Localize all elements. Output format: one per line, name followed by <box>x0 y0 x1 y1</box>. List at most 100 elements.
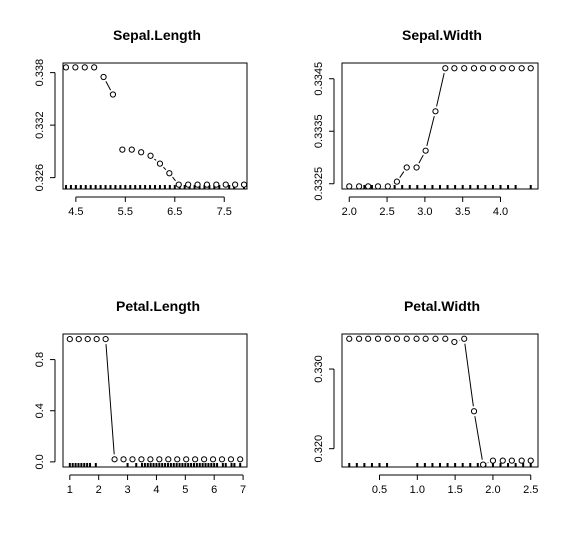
series-segment <box>418 154 424 164</box>
x-tick-label: 7 <box>240 484 246 496</box>
data-point <box>346 183 353 190</box>
data-point <box>111 456 118 463</box>
y-tick-label: 0.4 <box>34 403 46 418</box>
data-point <box>403 335 410 342</box>
y-tick-label: 0.3345 <box>313 62 325 96</box>
data-point <box>432 335 439 342</box>
series-segment <box>172 176 176 182</box>
panel-petal-width: Petal.Width 0.5 1.0 1.5 2.0 2.5 0.320 0.330 <box>313 298 539 496</box>
data-point <box>91 64 98 71</box>
x-tick-label: 2.0 <box>485 484 500 496</box>
data-point <box>355 335 363 342</box>
data-point <box>75 336 82 343</box>
x-tick-label: 1.5 <box>447 484 462 496</box>
series-segment <box>163 166 167 171</box>
data-point <box>470 65 478 72</box>
data-point <box>355 183 363 190</box>
x-tick-label: 3.0 <box>417 206 432 218</box>
x-tick-label: 4 <box>153 484 159 496</box>
data-point <box>384 183 391 190</box>
data-point <box>185 181 192 188</box>
data-point <box>81 64 88 71</box>
data-point <box>432 108 439 115</box>
data-point <box>156 160 164 167</box>
data-point <box>422 147 429 154</box>
panel-title: Sepal.Width <box>402 27 482 43</box>
data-point <box>489 65 497 72</box>
series-segment <box>105 81 112 91</box>
data-point <box>166 170 173 177</box>
data-point <box>442 65 449 72</box>
series-segment <box>474 416 483 460</box>
plot-frame <box>341 62 539 190</box>
series-segment <box>105 344 115 455</box>
data-point <box>175 181 182 188</box>
data-point <box>93 336 100 343</box>
series-segment <box>464 343 474 407</box>
data-point <box>403 164 410 171</box>
data-point <box>218 456 226 463</box>
data-point <box>508 65 515 72</box>
data-point <box>129 456 136 463</box>
data-point <box>365 335 372 342</box>
data-point <box>508 457 515 464</box>
data-point <box>240 181 248 188</box>
data-point <box>413 164 420 171</box>
data-point <box>374 183 382 190</box>
series-segment <box>426 116 435 146</box>
data-point <box>203 181 211 188</box>
data-point <box>165 456 172 463</box>
series-segment <box>154 158 157 161</box>
panel-petal-length: Petal.Length 1 2 3 4 5 6 7 0.0 0.4 0.8 <box>34 298 248 496</box>
data-point <box>499 65 506 72</box>
x-tick-label: 4.5 <box>68 206 83 218</box>
data-point <box>413 335 420 342</box>
panel-sepal-width: Sepal.Width 2.0 2.5 3.0 3.5 4.0 0.3325 0.3335 0… <box>313 27 539 218</box>
data-point <box>120 456 127 463</box>
data-point <box>451 65 458 72</box>
data-point <box>451 338 458 346</box>
y-tick-label: 0.3325 <box>313 167 325 201</box>
data-point <box>489 457 497 464</box>
y-tick-label: 0.8 <box>34 352 46 367</box>
x-tick-label: 7.5 <box>217 206 232 218</box>
data-point <box>499 457 506 464</box>
data-point <box>346 335 353 342</box>
data-point <box>119 146 126 153</box>
data-point <box>156 456 163 463</box>
x-tick-label: 6 <box>211 484 217 496</box>
data-point <box>209 456 217 463</box>
data-point <box>174 456 181 463</box>
data-point <box>518 457 525 464</box>
x-tick-label: 1.0 <box>410 484 425 496</box>
data-point <box>138 149 145 156</box>
data-point <box>227 456 235 463</box>
x-tick-label: 4.0 <box>493 206 508 218</box>
data-point <box>393 178 400 185</box>
y-tick-label: 0.0 <box>34 454 46 469</box>
data-point <box>62 64 70 71</box>
data-point <box>480 65 487 72</box>
x-tick-label: 0.5 <box>372 484 387 496</box>
x-tick-label: 2.5 <box>523 484 538 496</box>
data-point <box>194 181 201 188</box>
x-tick-label: 5 <box>182 484 188 496</box>
y-tick-label: 0.326 <box>34 164 46 192</box>
data-point <box>461 335 468 342</box>
y-tick-label: 0.320 <box>313 435 325 463</box>
x-tick-label: 2.5 <box>379 206 394 218</box>
data-point <box>232 181 239 188</box>
data-point <box>393 335 400 342</box>
data-point <box>461 65 468 72</box>
panel-sepal-length: Sepal.Length 4.5 5.5 6.5 7.5 0.326 0.332 0.338 <box>34 27 248 218</box>
data-point <box>237 456 244 463</box>
data-point <box>527 457 534 464</box>
panel-title: Petal.Length <box>116 298 200 314</box>
x-tick-label: 3.5 <box>455 206 470 218</box>
panel-title: Petal.Width <box>404 298 480 314</box>
x-tick-label: 6.5 <box>167 206 182 218</box>
x-tick-label: 3 <box>125 484 131 496</box>
data-point <box>222 181 229 188</box>
plot-frame <box>62 62 248 190</box>
data-point <box>138 456 145 463</box>
